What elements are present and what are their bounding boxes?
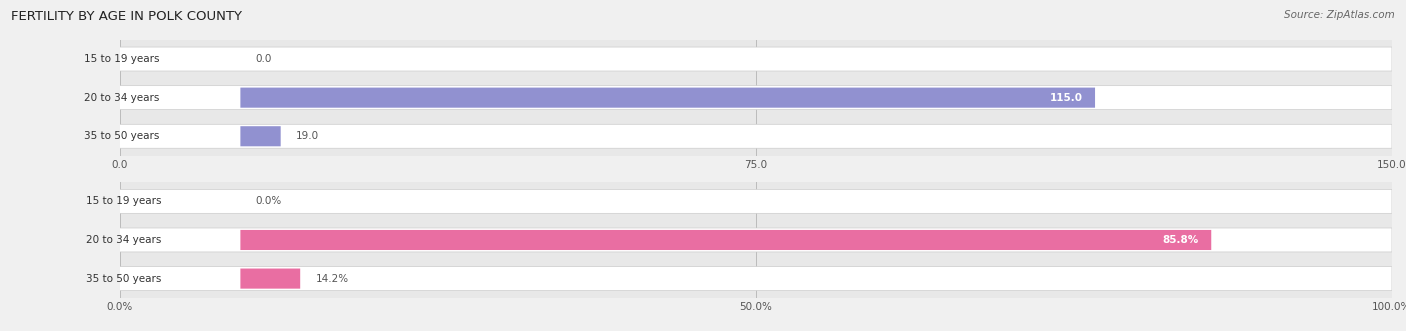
Text: Source: ZipAtlas.com: Source: ZipAtlas.com: [1284, 10, 1395, 20]
FancyBboxPatch shape: [120, 267, 1392, 291]
Text: FERTILITY BY AGE IN POLK COUNTY: FERTILITY BY AGE IN POLK COUNTY: [11, 10, 242, 23]
Text: 0.0%: 0.0%: [256, 196, 283, 206]
Text: 115.0: 115.0: [1049, 93, 1083, 103]
Text: 19.0: 19.0: [295, 131, 319, 141]
FancyBboxPatch shape: [120, 124, 1392, 148]
FancyBboxPatch shape: [240, 88, 1095, 108]
FancyBboxPatch shape: [240, 230, 1211, 250]
FancyBboxPatch shape: [240, 268, 301, 289]
Text: 20 to 34 years: 20 to 34 years: [86, 235, 162, 245]
FancyBboxPatch shape: [120, 47, 1392, 71]
FancyBboxPatch shape: [120, 228, 1392, 252]
Text: 15 to 19 years: 15 to 19 years: [86, 196, 162, 206]
Text: 35 to 50 years: 35 to 50 years: [84, 131, 160, 141]
FancyBboxPatch shape: [120, 189, 1392, 213]
FancyBboxPatch shape: [120, 86, 1392, 110]
FancyBboxPatch shape: [240, 126, 281, 146]
Text: 14.2%: 14.2%: [315, 274, 349, 284]
Text: 0.0: 0.0: [256, 54, 271, 64]
Text: 15 to 19 years: 15 to 19 years: [84, 54, 160, 64]
Text: 20 to 34 years: 20 to 34 years: [84, 93, 160, 103]
Text: 85.8%: 85.8%: [1163, 235, 1198, 245]
Text: 35 to 50 years: 35 to 50 years: [86, 274, 162, 284]
